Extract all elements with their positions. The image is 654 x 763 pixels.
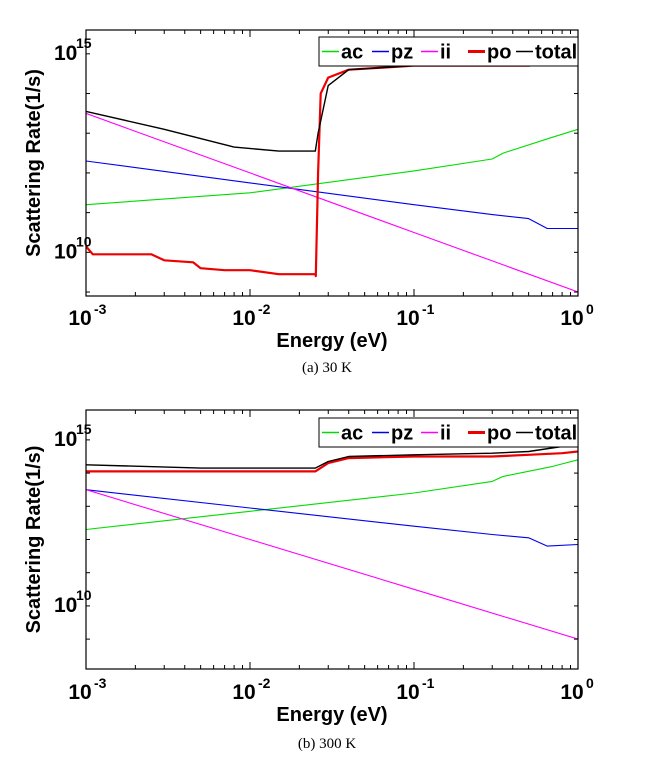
x-tick-exponent: -2 [258, 301, 271, 317]
series-line-pz [86, 160, 578, 230]
x-tick-label: 10 [560, 307, 583, 330]
legend-label-ac: ac [341, 423, 363, 445]
y-tick-label: 10 [54, 240, 77, 263]
x-tick-exponent: 0 [586, 675, 594, 691]
x-axis-label: Energy (eV) [276, 330, 387, 352]
legend-label-pz: pz [391, 42, 413, 64]
series-line-ii [86, 489, 578, 640]
figure-caption: (b) 300 K [298, 736, 356, 752]
legend: ac pz ii po total [318, 417, 579, 448]
legend-label-total: total [535, 42, 577, 64]
series-line-pz [86, 489, 578, 547]
plot-area [86, 442, 578, 640]
legend-label-po: po [487, 423, 511, 445]
y-tick-label: 10 [54, 428, 77, 451]
x-tick-label: 10 [68, 307, 91, 330]
series-line-ii [86, 112, 578, 293]
legend-box [318, 417, 579, 448]
y-axis-label: Scattering Rate(1/s) [23, 446, 45, 634]
x-tick-label: 10 [396, 307, 419, 330]
legend-label-pz: pz [391, 423, 413, 445]
legend-label-po: po [487, 42, 511, 64]
y-tick-exponent: 15 [76, 35, 92, 51]
x-tick-exponent: -1 [422, 675, 435, 691]
x-tick-exponent: -2 [258, 675, 271, 691]
series-line-ac [86, 459, 578, 531]
x-tick-label: 10 [68, 681, 91, 704]
x-tick-label: 10 [232, 307, 255, 330]
x-tick-label: 10 [232, 681, 255, 704]
y-tick-label: 10 [54, 594, 77, 617]
series-line-total [86, 442, 578, 469]
legend-label-ii: ii [440, 42, 451, 64]
x-tick-label: 10 [560, 681, 583, 704]
y-axis-label: Scattering Rate(1/s) [23, 69, 45, 257]
legend-box [318, 36, 579, 67]
x-tick-label: 10 [396, 681, 419, 704]
legend-label-total: total [535, 423, 577, 445]
figure-caption: (a) 30 K [302, 360, 352, 376]
x-tick-exponent: -3 [94, 675, 107, 691]
x-axis-label: Energy (eV) [276, 704, 387, 726]
x-tick-exponent: -3 [94, 301, 107, 317]
legend-label-ii: ii [440, 423, 451, 445]
y-tick-exponent: 10 [76, 587, 92, 603]
series-line-ac [86, 128, 578, 206]
y-tick-label: 10 [54, 42, 77, 65]
axes-frame [85, 29, 579, 297]
legend: ac pz ii po total [318, 36, 579, 67]
x-tick-exponent: -1 [422, 301, 435, 317]
y-tick-exponent: 10 [76, 233, 92, 249]
y-tick-exponent: 15 [76, 421, 92, 437]
x-tick-exponent: 0 [586, 301, 594, 317]
legend-label-ac: ac [341, 42, 363, 64]
series-line-po [86, 450, 578, 473]
